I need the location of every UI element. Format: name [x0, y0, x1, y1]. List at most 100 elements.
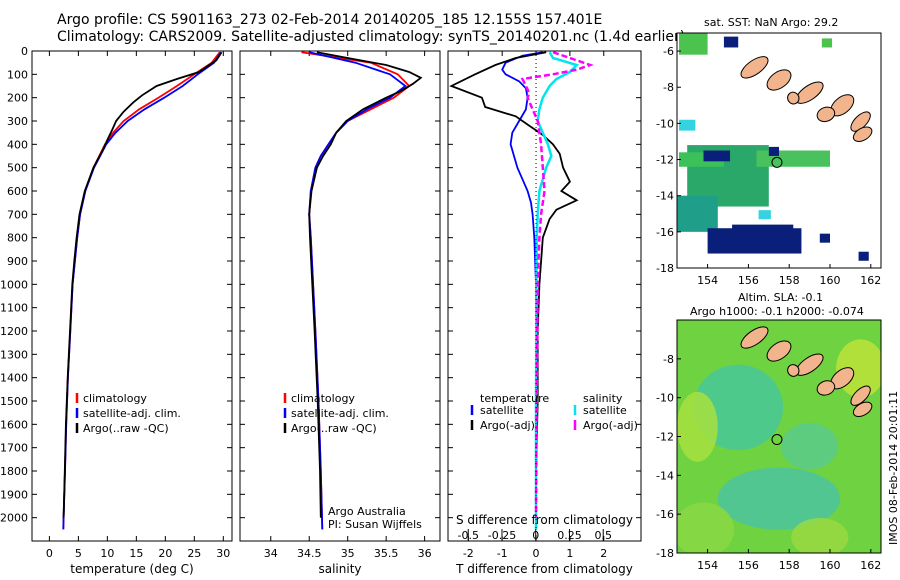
pressure-tick-label: 1700: [0, 442, 28, 455]
island: [787, 364, 800, 377]
diff-series-temperature-argo-adj-: [449, 51, 579, 518]
sal-series-argo-raw-qc-: [308, 51, 423, 518]
diff-xtick-label: 0: [533, 547, 540, 560]
s-diff-label: S difference from climatology: [456, 513, 633, 527]
pressure-tick-label: 1200: [0, 325, 28, 338]
sst-cell: [679, 119, 696, 131]
sst-cell: [732, 224, 794, 240]
sal-legend-entry: climatology: [291, 392, 355, 405]
temp-xtick-label: 25: [187, 547, 201, 560]
pressure-tick-label: 2000: [0, 512, 28, 525]
map-lat-label: -8: [663, 81, 674, 94]
sal-legend-entry: Argo(..raw -QC): [291, 422, 377, 435]
temp-xtick-label: 5: [75, 547, 82, 560]
map-lat-label: -10: [656, 392, 674, 405]
sst-cell: [723, 36, 739, 48]
sal-xtick-label: 36: [418, 547, 432, 560]
map-lon-label: 160: [820, 274, 841, 287]
temp-legend-entry: climatology: [83, 392, 147, 405]
temp-xtick-label: 0: [46, 547, 53, 560]
sst-cell: [768, 146, 779, 156]
sst-cell: [819, 233, 830, 243]
temp-xtick-label: 10: [100, 547, 114, 560]
diff-series-salinity-satellite: [534, 51, 580, 530]
sst-map-title: sat. SST: NaN Argo: 29.2: [704, 16, 839, 29]
sla-map: [676, 319, 882, 554]
island: [766, 69, 792, 91]
pressure-tick-label: 700: [7, 208, 28, 221]
sla-map-subtitle: Argo h1000: -0.1 h2000: -0.074: [690, 305, 864, 318]
map-lat-label: -16: [656, 226, 674, 239]
diff-xtick-label: 2: [600, 547, 607, 560]
pressure-tick-label: 300: [7, 115, 28, 128]
diff-xtick-label: -1: [497, 547, 508, 560]
pressure-tick-label: 800: [7, 232, 28, 245]
figure-title-line2: Climatology: CARS2009. Satellite-adjuste…: [57, 29, 686, 45]
diff-plot-frame: [447, 50, 642, 542]
map-lon-label: 154: [697, 274, 718, 287]
figure-title-line1: Argo profile: CS 5901163_273 02-Feb-2014…: [57, 12, 603, 28]
map-lat-label: -16: [656, 508, 674, 521]
diff-xlabel: T difference from climatology: [455, 562, 633, 576]
legend-temperature-heading: temperature: [480, 392, 549, 405]
sal-plot-frame: [239, 50, 441, 542]
pressure-tick-label: 600: [7, 185, 28, 198]
map-lon-label: 162: [860, 559, 881, 572]
sla-anomaly-patch: [717, 467, 841, 530]
sla-map-title: Altim. SLA: -0.1: [738, 291, 824, 304]
map-lon-label: 156: [738, 274, 759, 287]
island: [852, 126, 873, 142]
pressure-tick-label: 400: [7, 138, 28, 151]
temp-series-argo-raw-qc-: [62, 51, 223, 518]
sal-legend-entry: satellite-adj. clim.: [291, 407, 389, 420]
legend-salinity-heading: salinity: [583, 392, 623, 405]
sst-map-frame: [676, 32, 882, 269]
pressure-tick-label: 1800: [0, 465, 28, 478]
pressure-tick-label: 1900: [0, 488, 28, 501]
argo-annotation: PI: Susan Wijffels: [328, 518, 422, 531]
temp-legend-entry: Argo(..raw -QC): [83, 422, 169, 435]
legend-temperature-entry: satellite: [480, 404, 524, 417]
sal-xtick-label: 35.5: [374, 547, 399, 560]
s-diff-tick-label: 0.25: [557, 529, 582, 542]
pressure-tick-label: 1600: [0, 418, 28, 431]
map-lat-label: -18: [656, 547, 674, 560]
legend-temperature-entry: Argo(-adj): [480, 419, 535, 432]
sst-cell: [821, 38, 833, 48]
island: [766, 340, 792, 362]
pressure-tick-label: 900: [7, 255, 28, 268]
sst-cell: [677, 195, 718, 232]
s-diff-tick-label: -0.5: [458, 529, 479, 542]
sst-cell: [756, 150, 830, 167]
pressure-tick-label: 500: [7, 162, 28, 175]
s-diff-tick-label: -0.25: [488, 529, 516, 542]
map-lon-label: 154: [697, 559, 718, 572]
sst-cell: [703, 150, 731, 162]
sst-map: [676, 32, 882, 269]
temp-xtick-label: 15: [129, 547, 143, 560]
map-lon-label: 156: [738, 559, 759, 572]
pressure-tick-label: 0: [21, 45, 28, 58]
sla-anomaly-patch: [677, 391, 718, 462]
sst-cell: [758, 210, 771, 220]
pressure-tick-label: 1100: [0, 302, 28, 315]
sla-anomaly-patch: [781, 422, 839, 470]
sal-xlabel: salinity: [318, 562, 361, 576]
pressure-tick-label: 200: [7, 92, 28, 105]
diff-xtick-label: 1: [566, 547, 573, 560]
sal-xtick-label: 34: [264, 547, 278, 560]
map-lat-label: -14: [656, 190, 674, 203]
s-diff-tick-label: 0: [532, 529, 539, 542]
island: [816, 106, 836, 123]
temp-xlabel: temperature (deg C): [70, 562, 193, 576]
pressure-tick-label: 1400: [0, 372, 28, 385]
sla-anomaly-patch: [677, 502, 735, 553]
diff-xtick-label: -2: [463, 547, 474, 560]
map-lon-label: 158: [779, 559, 800, 572]
map-lat-label: -8: [663, 353, 674, 366]
island: [852, 401, 873, 418]
sst-cell: [679, 33, 708, 55]
pressure-tick-label: 1300: [0, 348, 28, 361]
sst-cell: [858, 251, 869, 261]
